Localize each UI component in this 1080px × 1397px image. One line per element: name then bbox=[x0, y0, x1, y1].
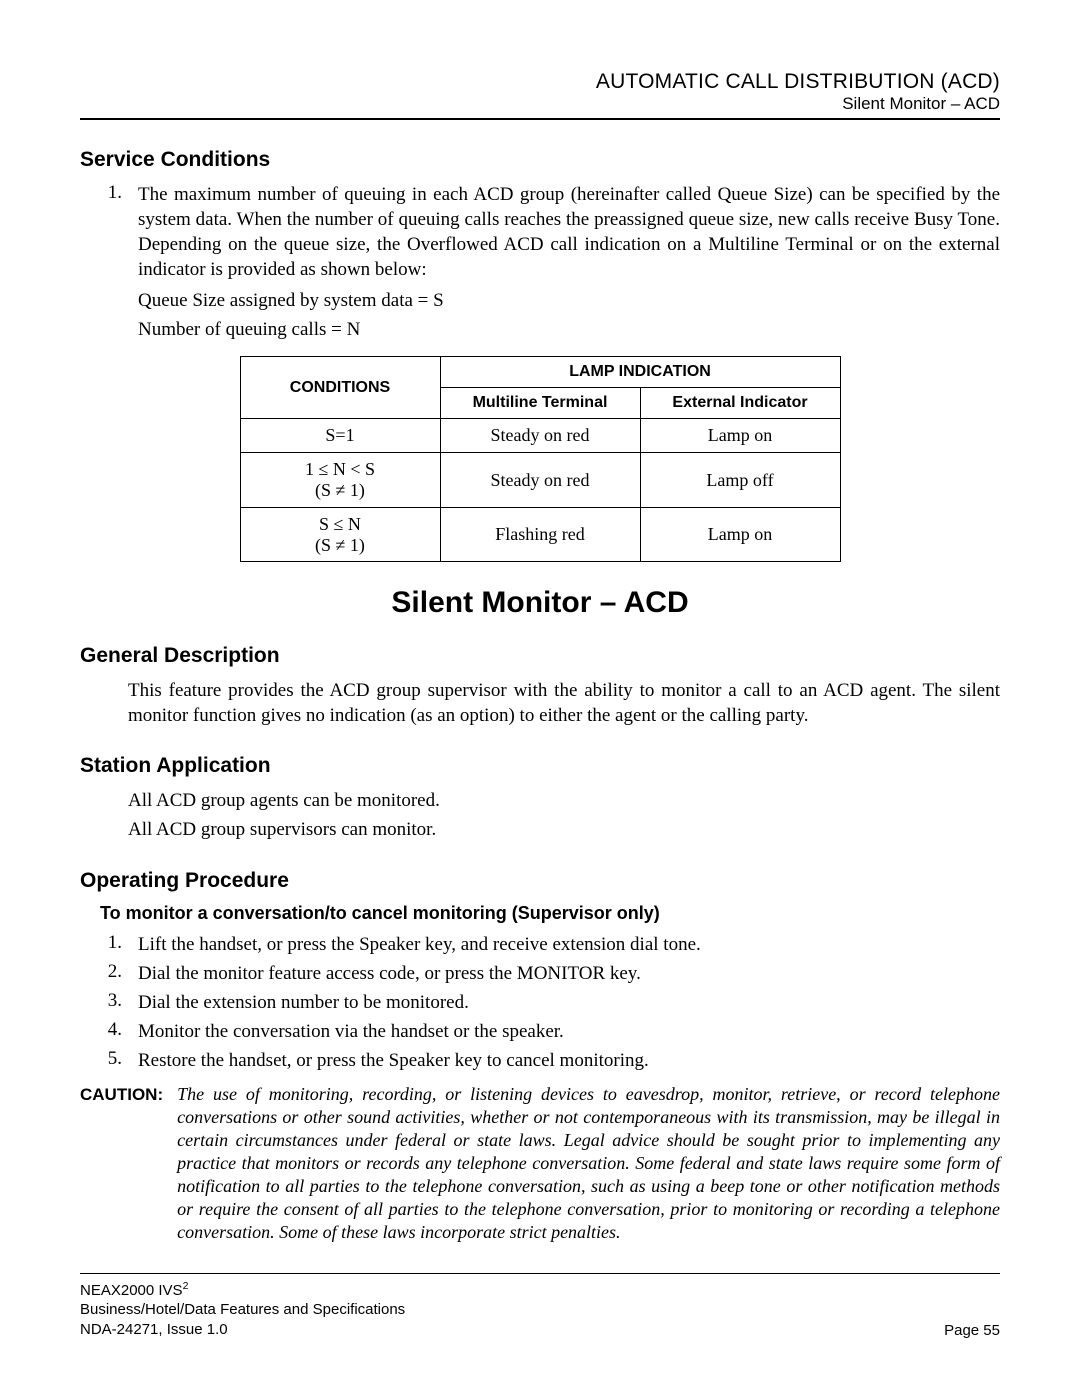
footer-product: NEAX2000 IVS2 bbox=[80, 1280, 405, 1301]
cell-condition: S=1 bbox=[240, 419, 440, 453]
cond-line1: S ≤ N bbox=[255, 514, 426, 535]
sc-item1-para: The maximum number of queuing in each AC… bbox=[138, 182, 1000, 282]
step-text: Lift the handset, or press the Speaker k… bbox=[138, 932, 1000, 957]
cond-line2: (S ≠ 1) bbox=[255, 535, 426, 556]
th-external-indicator: External Indicator bbox=[640, 388, 840, 419]
operating-steps-list: 1. Lift the handset, or press the Speake… bbox=[98, 932, 1000, 1073]
cond-line1: 1 ≤ N < S bbox=[255, 459, 426, 480]
operating-subhead: To monitor a conversation/to cancel moni… bbox=[100, 903, 1000, 924]
lamp-indication-table: CONDITIONS LAMP INDICATION Multiline Ter… bbox=[240, 356, 841, 562]
footer-doc-id: NDA-24271, Issue 1.0 bbox=[80, 1320, 405, 1340]
heading-general-description: General Description bbox=[80, 644, 1000, 668]
th-multiline-terminal: Multiline Terminal bbox=[440, 388, 640, 419]
table-row: S ≤ N (S ≠ 1) Flashing red Lamp on bbox=[240, 507, 840, 561]
station-line-2: All ACD group supervisors can monitor. bbox=[128, 817, 1000, 842]
sc-eq1: Queue Size assigned by system data = S bbox=[138, 288, 1000, 313]
heading-station-application: Station Application bbox=[80, 754, 1000, 778]
step-row: 2. Dial the monitor feature access code,… bbox=[98, 961, 1000, 986]
step-number: 5. bbox=[98, 1048, 122, 1073]
th-lamp-indication: LAMP INDICATION bbox=[440, 357, 840, 388]
step-text: Restore the handset, or press the Speake… bbox=[138, 1048, 1000, 1073]
sc-eq2: Number of queuing calls = N bbox=[138, 317, 1000, 342]
step-row: 1. Lift the handset, or press the Speake… bbox=[98, 932, 1000, 957]
step-text: Monitor the conversation via the handset… bbox=[138, 1019, 1000, 1044]
footer-row: NEAX2000 IVS2 Business/Hotel/Data Featur… bbox=[80, 1280, 1000, 1340]
cell-external: Lamp on bbox=[640, 419, 840, 453]
header-rule bbox=[80, 118, 1000, 120]
caution-text: The use of monitoring, recording, or lis… bbox=[177, 1083, 1000, 1244]
step-row: 3. Dial the extension number to be monit… bbox=[98, 990, 1000, 1015]
step-number: 2. bbox=[98, 961, 122, 986]
table-row: 1 ≤ N < S (S ≠ 1) Steady on red Lamp off bbox=[240, 453, 840, 507]
cell-condition: 1 ≤ N < S (S ≠ 1) bbox=[240, 453, 440, 507]
heading-operating-procedure: Operating Procedure bbox=[80, 869, 1000, 893]
footer-product-sup: 2 bbox=[183, 1280, 189, 1292]
header-sub: Silent Monitor – ACD bbox=[80, 94, 1000, 114]
table-row: S=1 Steady on red Lamp on bbox=[240, 419, 840, 453]
service-conditions-item-1: 1. The maximum number of queuing in each… bbox=[98, 182, 1000, 346]
step-text: Dial the extension number to be monitore… bbox=[138, 990, 1000, 1015]
cell-condition: S ≤ N (S ≠ 1) bbox=[240, 507, 440, 561]
list-number: 1. bbox=[98, 182, 122, 346]
cell-external: Lamp on bbox=[640, 507, 840, 561]
page-footer: NEAX2000 IVS2 Business/Hotel/Data Featur… bbox=[80, 1265, 1000, 1340]
step-row: 4. Monitor the conversation via the hand… bbox=[98, 1019, 1000, 1044]
step-number: 1. bbox=[98, 932, 122, 957]
general-description-text: This feature provides the ACD group supe… bbox=[128, 678, 1000, 728]
cell-external: Lamp off bbox=[640, 453, 840, 507]
step-text: Dial the monitor feature access code, or… bbox=[138, 961, 1000, 986]
cell-multiline: Steady on red bbox=[440, 453, 640, 507]
footer-rule bbox=[80, 1273, 1000, 1274]
page-body: AUTOMATIC CALL DISTRIBUTION (ACD) Silent… bbox=[0, 0, 1080, 1304]
page-header: AUTOMATIC CALL DISTRIBUTION (ACD) Silent… bbox=[80, 70, 1000, 114]
footer-page-number: Page 55 bbox=[944, 1322, 1000, 1339]
step-row: 5. Restore the handset, or press the Spe… bbox=[98, 1048, 1000, 1073]
caution-label: CAUTION: bbox=[80, 1083, 163, 1244]
header-main: AUTOMATIC CALL DISTRIBUTION (ACD) bbox=[80, 70, 1000, 94]
step-number: 4. bbox=[98, 1019, 122, 1044]
cell-multiline: Flashing red bbox=[440, 507, 640, 561]
list-text: The maximum number of queuing in each AC… bbox=[138, 182, 1000, 346]
cond-line2: (S ≠ 1) bbox=[255, 480, 426, 501]
cell-multiline: Steady on red bbox=[440, 419, 640, 453]
section-title: Silent Monitor – ACD bbox=[80, 586, 1000, 620]
th-conditions: CONDITIONS bbox=[240, 357, 440, 419]
heading-service-conditions: Service Conditions bbox=[80, 148, 1000, 172]
footer-doc-title: Business/Hotel/Data Features and Specifi… bbox=[80, 1300, 405, 1320]
footer-product-name: NEAX2000 IVS bbox=[80, 1282, 183, 1299]
step-number: 3. bbox=[98, 990, 122, 1015]
footer-left: NEAX2000 IVS2 Business/Hotel/Data Featur… bbox=[80, 1280, 405, 1340]
caution-block: CAUTION: The use of monitoring, recordin… bbox=[80, 1083, 1000, 1244]
station-line-1: All ACD group agents can be monitored. bbox=[128, 788, 1000, 813]
